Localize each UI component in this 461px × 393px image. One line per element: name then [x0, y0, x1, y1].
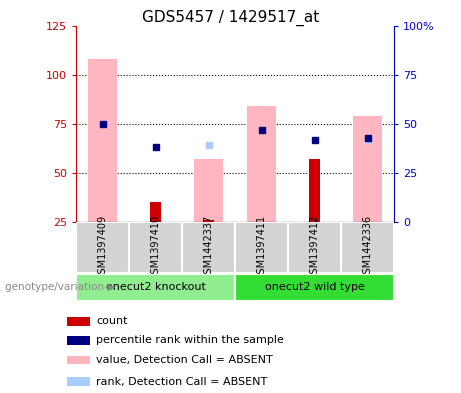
Bar	[76, 222, 129, 273]
Bar	[76, 274, 235, 301]
Bar	[67, 356, 90, 364]
Bar	[353, 116, 382, 222]
Text: GSM1397411: GSM1397411	[257, 215, 266, 280]
Bar	[194, 159, 223, 222]
Bar	[247, 106, 276, 222]
Bar	[235, 222, 288, 273]
Bar	[182, 222, 235, 273]
Bar	[309, 159, 320, 222]
Bar	[129, 222, 182, 273]
Text: GSM1442337: GSM1442337	[204, 215, 213, 280]
Bar	[288, 222, 341, 273]
Bar	[67, 317, 90, 325]
Bar	[203, 220, 214, 222]
Bar	[67, 336, 90, 345]
Bar	[235, 274, 394, 301]
Text: onecut2 wild type: onecut2 wild type	[265, 282, 365, 292]
Text: genotype/variation ▶: genotype/variation ▶	[5, 282, 115, 292]
Text: GSM1397412: GSM1397412	[310, 215, 319, 280]
Text: GSM1397409: GSM1397409	[98, 215, 107, 280]
Text: GDS5457 / 1429517_at: GDS5457 / 1429517_at	[142, 10, 319, 26]
Bar	[67, 377, 90, 386]
Text: value, Detection Call = ABSENT: value, Detection Call = ABSENT	[96, 355, 273, 365]
Bar	[341, 222, 394, 273]
Text: onecut2 knockout: onecut2 knockout	[106, 282, 206, 292]
Bar	[88, 59, 117, 222]
Text: count: count	[96, 316, 128, 326]
Text: GSM1442336: GSM1442336	[363, 215, 372, 280]
Text: GSM1397410: GSM1397410	[151, 215, 160, 280]
Text: percentile rank within the sample: percentile rank within the sample	[96, 335, 284, 345]
Bar	[150, 202, 161, 222]
Text: rank, Detection Call = ABSENT: rank, Detection Call = ABSENT	[96, 377, 267, 387]
